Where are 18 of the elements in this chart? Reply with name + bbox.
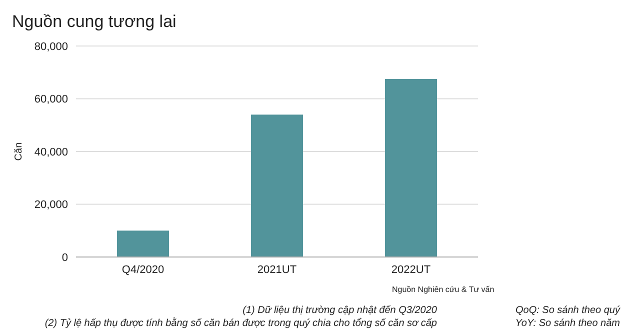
y-tick-label: 80,000 [34, 40, 68, 53]
y-tick-label: 40,000 [34, 146, 68, 158]
text: (2) Tỷ lệ hấp thụ được tính bằng số căn bán được trong quý chia cho tổng số căn sơ cấp [44, 318, 437, 329]
bar [251, 114, 303, 257]
y-tick-label: 0 [62, 252, 68, 264]
text: YoY: So sánh theo năm [515, 318, 620, 329]
text: QoQ: So sánh theo quý [515, 305, 620, 316]
bar [117, 230, 169, 257]
text: Nguồn Nghiên cứu & Tư vấn [392, 285, 494, 294]
bar [385, 78, 437, 257]
y-axis-title: Căn [14, 142, 25, 161]
x-tick-label: 2022UT [391, 264, 431, 276]
y-tick-label: 60,000 [34, 94, 68, 106]
chart-title: Nguồn cung tương lai [12, 12, 176, 32]
y-tick-label: 20,000 [34, 199, 68, 212]
text: (1) Dữ liệu thị trường cập nhật đến Q3/2020 [242, 305, 437, 316]
x-tick-label: Q4/2020 [122, 264, 164, 276]
x-tick-label: 2021UT [257, 264, 297, 276]
